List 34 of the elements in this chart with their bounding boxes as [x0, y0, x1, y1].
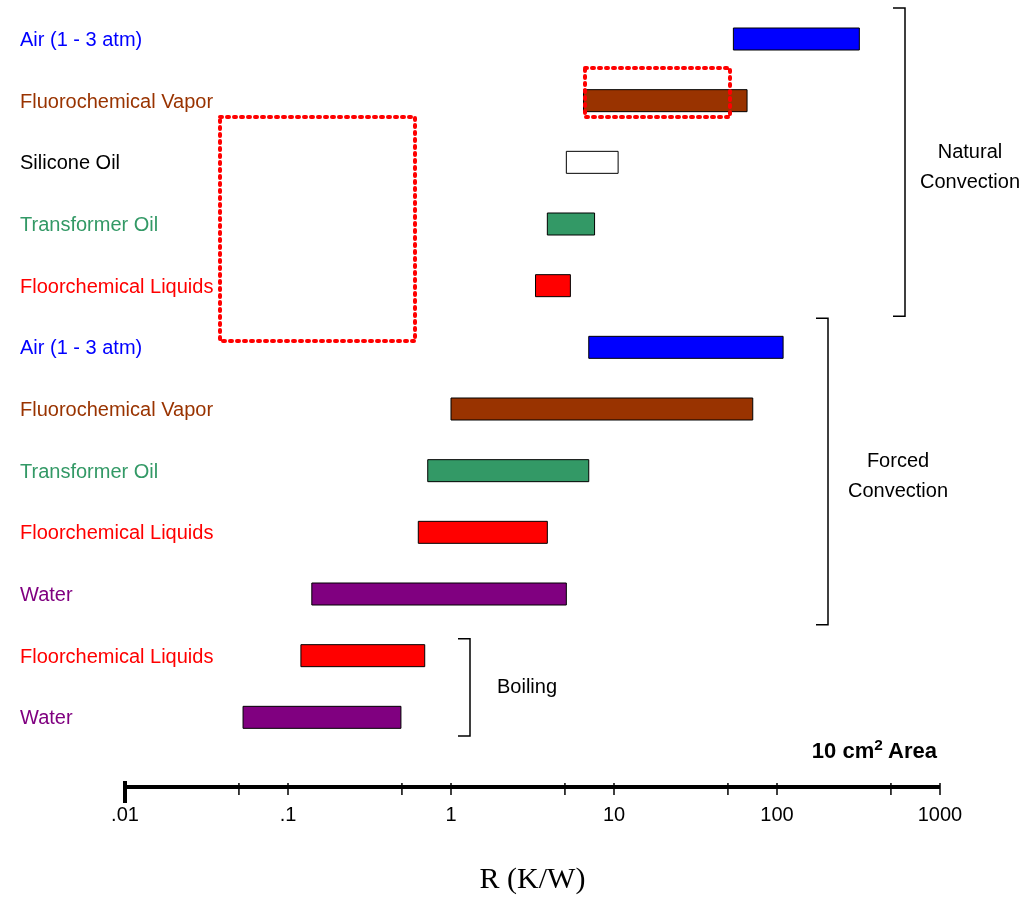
- bar: [450, 397, 754, 421]
- bar: [417, 520, 548, 544]
- x-tick-label: 10: [602, 803, 626, 826]
- annotation: 10 cm$^{2}$ Area: [811, 735, 938, 763]
- y-tick-label: Floorchemical Liquids: [20, 644, 214, 667]
- bar: [427, 459, 590, 483]
- bar: [732, 27, 860, 51]
- y-tick-label: Water: [20, 706, 73, 729]
- y-tick-label: Air (1 - 3 atm): [20, 336, 143, 359]
- y-tick-label: Water: [20, 582, 73, 605]
- y-tick-label: Transformer Oil: [20, 459, 159, 482]
- annotation: Forced Convection: [847, 448, 949, 501]
- bar: [565, 150, 619, 174]
- annotation: Natural Convection: [919, 140, 1021, 193]
- x-axis-title: R (K/W): [479, 861, 586, 895]
- bar: [588, 335, 784, 359]
- y-tick-label: Fluorochemical Vapor: [20, 89, 214, 112]
- y-tick-label: Fluorochemical Vapor: [20, 397, 214, 420]
- bar: [242, 705, 402, 729]
- y-tick-label: Floorchemical Liquids: [20, 274, 214, 297]
- x-tick-label: 1: [445, 803, 457, 826]
- y-tick-label: Silicone Oil: [20, 151, 121, 174]
- y-tick-label: Air (1 - 3 atm): [20, 27, 143, 50]
- x-tick-label: .1: [279, 803, 297, 826]
- bar: [300, 644, 426, 668]
- x-tick-label: .01: [111, 803, 139, 826]
- annotation: Boiling: [497, 675, 558, 698]
- bar: [535, 274, 571, 298]
- bar: [546, 212, 596, 236]
- x-tick-label: 1000: [917, 803, 963, 826]
- x-tick-label: 100: [760, 803, 794, 826]
- y-tick-label: Transformer Oil: [20, 212, 159, 235]
- y-tick-label: Floorchemical Liquids: [20, 521, 214, 544]
- bar: [311, 582, 567, 606]
